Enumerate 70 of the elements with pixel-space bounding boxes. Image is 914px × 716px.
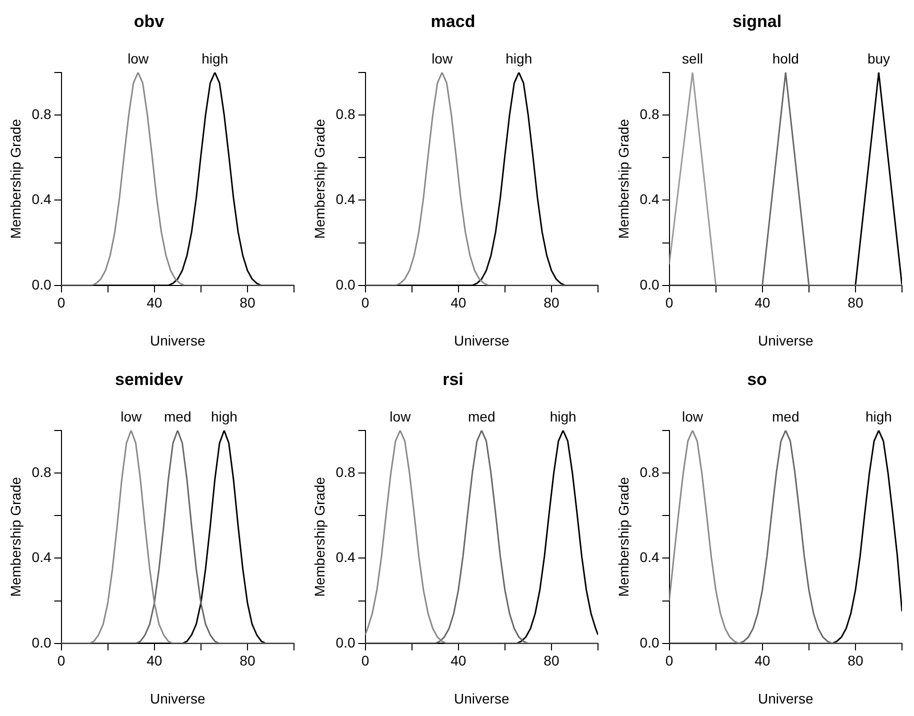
x-tick-label: 80 <box>240 652 256 669</box>
x-tick-label: 80 <box>848 652 864 669</box>
series-label: med <box>164 408 192 424</box>
series-label: med <box>772 408 800 424</box>
series-label: med <box>468 408 496 424</box>
chart-title: signal <box>732 12 782 31</box>
x-tick-label: 0 <box>361 294 370 311</box>
series-label: low <box>682 408 704 424</box>
x-axis-title: Universe <box>758 690 814 706</box>
series-label: high <box>506 50 532 66</box>
x-tick-label: 0 <box>361 652 370 669</box>
series-label: low <box>128 50 150 66</box>
x-axis-title: Universe <box>150 690 206 706</box>
y-tick-label: 0.0 <box>640 276 660 292</box>
chart-title: semidev <box>114 370 184 389</box>
y-tick-label: 0.4 <box>32 191 52 208</box>
x-tick-label: 40 <box>450 652 466 669</box>
y-tick-label: 0.0 <box>336 634 356 650</box>
x-tick-label: 40 <box>754 294 770 311</box>
x-axis-title: Universe <box>150 332 206 348</box>
y-tick-label: 0.0 <box>336 276 356 292</box>
x-tick-label: 80 <box>240 294 256 311</box>
y-tick-label: 0.8 <box>640 464 660 480</box>
y-tick-label: 0.0 <box>32 634 52 650</box>
y-tick-label: 0.4 <box>32 549 52 566</box>
y-tick-label: 0.4 <box>336 549 356 566</box>
y-tick-label: 0.4 <box>336 191 356 208</box>
y-tick-label: 0.4 <box>640 549 660 566</box>
y-tick-label: 0.8 <box>336 106 356 122</box>
x-tick-label: 80 <box>848 294 864 311</box>
x-axis-title: Universe <box>454 332 510 348</box>
x-tick-label: 80 <box>544 294 560 311</box>
y-tick-label: 0.0 <box>32 276 52 292</box>
x-tick-label: 40 <box>754 652 770 669</box>
x-tick-label: 40 <box>146 294 162 311</box>
series-label: high <box>550 408 576 424</box>
series-label: buy <box>867 50 890 66</box>
x-tick-label: 40 <box>146 652 162 669</box>
y-tick-label: 0.0 <box>640 634 660 650</box>
y-axis-title: Membership Grade <box>7 118 24 239</box>
x-axis-title: Universe <box>454 690 510 706</box>
x-tick-label: 0 <box>665 294 674 311</box>
chart-title: so <box>747 370 767 389</box>
chart-title: obv <box>134 12 165 31</box>
y-tick-label: 0.8 <box>32 106 52 122</box>
series-label: high <box>210 408 238 424</box>
x-tick-label: 80 <box>544 652 560 669</box>
y-tick-label: 0.8 <box>32 464 52 480</box>
x-tick-label: 0 <box>57 294 66 311</box>
x-tick-label: 0 <box>665 652 674 669</box>
chart-title: macd <box>430 12 476 31</box>
chart-title: rsi <box>442 370 464 389</box>
series-label: high <box>865 408 892 424</box>
y-axis-title: Membership Grade <box>7 476 24 597</box>
series-label: sell <box>682 50 704 66</box>
y-axis-title: Membership Grade <box>311 476 328 597</box>
x-tick-label: 0 <box>57 652 66 669</box>
series-label: hold <box>772 50 799 66</box>
series-label: low <box>390 408 412 424</box>
series-label: low <box>120 408 142 424</box>
series-label: low <box>432 50 454 66</box>
y-axis-title: Membership Grade <box>615 118 632 239</box>
y-tick-label: 0.4 <box>640 191 660 208</box>
y-axis-title: Membership Grade <box>615 476 632 597</box>
y-tick-label: 0.8 <box>336 464 356 480</box>
x-axis-title: Universe <box>758 332 814 348</box>
y-axis-title: Membership Grade <box>311 118 328 239</box>
series-label: high <box>202 50 228 66</box>
x-tick-label: 40 <box>450 294 466 311</box>
y-tick-label: 0.8 <box>640 106 660 122</box>
